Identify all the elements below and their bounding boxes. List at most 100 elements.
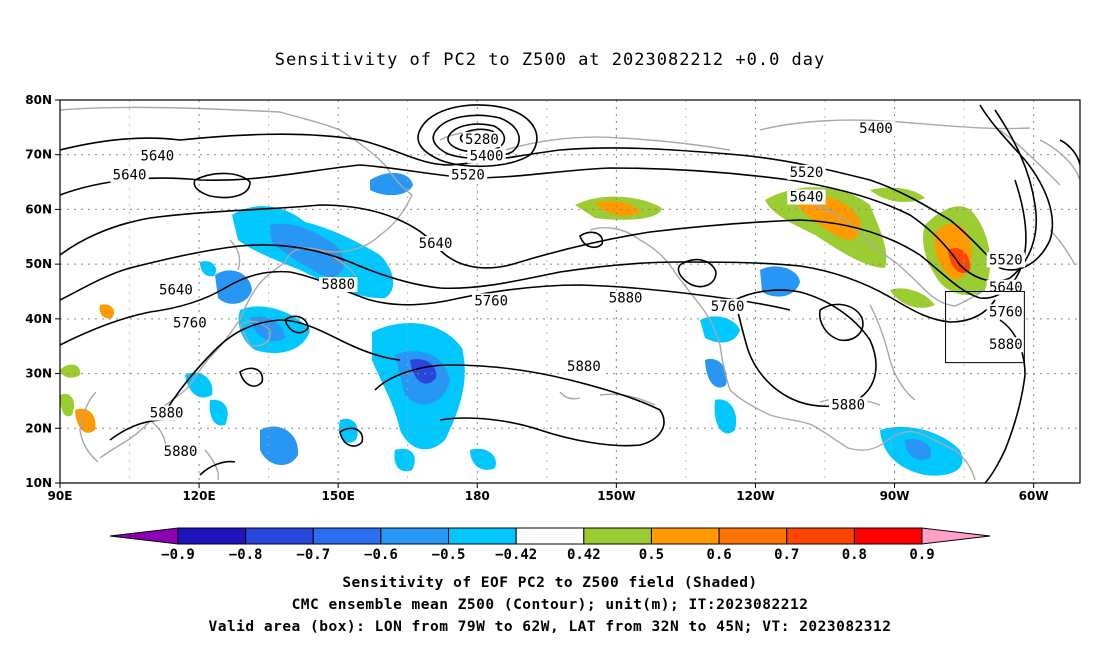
contour-label: 5880 [164, 444, 198, 460]
lon-label: 120W [736, 489, 774, 503]
caption-valid-area: Valid area (box): LON from 79W to 62W, L… [208, 619, 892, 635]
colorbar [109, 527, 991, 545]
coastline [869, 304, 916, 401]
z500-contour [579, 231, 604, 249]
lon-label: 180 [465, 489, 490, 503]
z500-contour [60, 104, 1054, 271]
contour-label: 5880 [831, 397, 865, 413]
sensitivity-patch [99, 304, 115, 319]
coastline [79, 391, 99, 463]
sensitivity-patch [60, 364, 81, 378]
sensitivity-patch [948, 247, 971, 274]
z500-contour [339, 427, 364, 447]
coastline [504, 136, 731, 151]
sensitivity-patch [714, 399, 737, 434]
contour-label: 5400 [859, 121, 893, 137]
colorbar-box [786, 527, 855, 545]
coastline [811, 424, 886, 451]
z500-contour [159, 319, 401, 421]
coastline [999, 129, 1061, 186]
lat-label: 30N [25, 367, 52, 381]
colorbar-box [380, 527, 450, 545]
contour-label: 5640 [989, 280, 1023, 296]
coastline [884, 430, 956, 451]
contour-label-bg [170, 315, 210, 331]
contour-label: 5400 [470, 148, 504, 164]
colorbar-box [650, 527, 720, 545]
contour-label-bg [986, 252, 1026, 268]
contour-label: 5640 [159, 283, 193, 299]
colorbar-tick-label: 0.6 [706, 547, 731, 563]
coastline [559, 391, 581, 400]
contour-label-bg [787, 164, 826, 180]
z500-contour [239, 367, 264, 387]
coastline [189, 261, 286, 386]
contour-label-bg [110, 167, 149, 183]
colorbar-tick-label: −0.7 [296, 547, 330, 563]
z500-contour [199, 460, 236, 476]
contour-label: 5520 [790, 165, 824, 181]
contour-label: 5760 [711, 299, 745, 315]
z500-contour [374, 364, 665, 447]
lon-label: 90E [48, 489, 73, 503]
coastline [319, 249, 356, 276]
coastline [239, 320, 271, 347]
contour-label-bg [986, 304, 1026, 320]
coastline [729, 389, 813, 426]
lat-label: 50N [25, 257, 52, 271]
sensitivity-patch [890, 288, 935, 308]
lat-label: 10N [25, 476, 52, 490]
sensitivity-patch [270, 223, 345, 278]
z500-contour [284, 315, 309, 334]
contour-label-bg [606, 290, 645, 306]
contour-label-bg [986, 337, 1026, 353]
map-border [59, 99, 1081, 484]
contour-label-bg [708, 298, 747, 314]
coastline [759, 119, 1031, 131]
z500-contour [447, 123, 506, 153]
lat-label: 60N [25, 202, 52, 216]
colorbar-tick-label: −0.9 [161, 547, 195, 563]
contour-label-bg [564, 359, 604, 375]
sensitivity-shading [60, 172, 991, 476]
colorbar-max-triangle [921, 527, 991, 545]
colorbar-box [515, 527, 585, 545]
contour-label-bg [471, 293, 511, 309]
z500-contours [60, 104, 1080, 483]
contour-label-bg [448, 167, 488, 183]
contour-label: 5520 [989, 252, 1023, 268]
sensitivity-patch [370, 172, 413, 196]
contour-label: 5520 [451, 168, 485, 184]
colorbar-box [583, 527, 652, 545]
lon-label: 150E [322, 489, 355, 503]
sensitivity-patch [200, 261, 217, 277]
contour-label: 5760 [474, 293, 508, 309]
colorbar-tick-label: 0.9 [909, 547, 934, 563]
colorbar-box [245, 527, 314, 545]
coastline [99, 384, 191, 459]
contour-label-bg [161, 443, 200, 459]
contour-label: 5880 [567, 359, 601, 375]
sensitivity-patch [209, 399, 228, 426]
sensitivity-patch [410, 359, 437, 384]
colorbar-min-triangle [109, 527, 179, 545]
lat-label: 20N [25, 421, 52, 435]
colorbar-tick-label: −0.8 [229, 547, 263, 563]
contour-label-bg [856, 121, 896, 137]
colorbar-tick-label: 0.42 [567, 547, 601, 563]
contour-label: 5640 [790, 189, 824, 205]
contour-label: 5640 [419, 236, 453, 252]
colorbar-tick-label: −0.42 [495, 547, 537, 563]
contour-label-bg [828, 397, 868, 413]
contour-label-bg [467, 148, 506, 164]
z500-contour [60, 270, 791, 346]
coastline [60, 106, 413, 196]
z500-contour [432, 114, 520, 160]
sensitivity-patch [905, 439, 931, 460]
contour-label: 5760 [989, 304, 1023, 320]
coastline [671, 267, 731, 391]
coastline [894, 261, 956, 307]
coastline [589, 227, 673, 269]
contour-label: 5280 [465, 132, 499, 148]
sensitivity-patch [394, 448, 415, 472]
